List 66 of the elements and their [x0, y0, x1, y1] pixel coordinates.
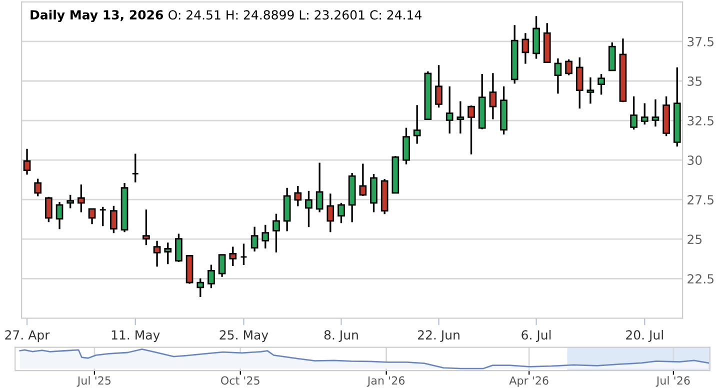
candlestick — [175, 232, 182, 263]
candlestick — [142, 208, 150, 246]
candlestick — [402, 126, 410, 166]
candlestick — [338, 202, 345, 224]
candlestick — [262, 224, 270, 250]
candlestick — [99, 206, 107, 227]
y-tick-label: 27.5 — [688, 195, 714, 205]
candlestick — [586, 76, 594, 104]
y-tick-label: 35 — [688, 76, 702, 86]
y-tick-label: 25 — [688, 234, 702, 244]
x-tick-label: 20. Jul — [626, 330, 663, 342]
candlestick — [208, 264, 215, 289]
candlestick — [88, 208, 96, 225]
candlestick — [608, 42, 616, 72]
candlestick — [66, 194, 74, 210]
candlestick — [630, 95, 638, 130]
candlestick — [110, 205, 118, 234]
x-tick-label: 27. Apr — [5, 330, 50, 342]
x-tick-label: Jan '26 — [366, 376, 405, 387]
text: Daily May 13, 2026 — [30, 10, 164, 22]
candlestick — [413, 104, 421, 145]
x-tick-label: Oct '25 — [221, 376, 260, 385]
candlestick — [272, 212, 280, 254]
x-tick-label: 8. Jun — [324, 330, 358, 342]
candlestick — [489, 72, 497, 120]
candlestick — [250, 226, 258, 252]
candlestick — [229, 246, 237, 267]
text: O: 24.51 H: 24.8899 L: 23.2601 C: 24.14 — [168, 10, 422, 20]
x-tick-label: Jul '25 — [76, 376, 111, 387]
y-tick-label: 32.5 — [688, 116, 714, 126]
candlestick — [456, 100, 464, 134]
candlestick — [652, 98, 660, 128]
candlestick — [468, 104, 475, 156]
candlestick — [23, 148, 31, 176]
x-tick-label: Apr '26 — [509, 376, 548, 387]
candlestick — [446, 86, 454, 134]
candlestick — [240, 242, 248, 266]
candlestick — [305, 190, 312, 228]
candlestick — [78, 184, 85, 214]
candlestick — [640, 102, 648, 126]
candlestick — [359, 162, 367, 197]
x-tick-label: Jul '26 — [656, 376, 690, 387]
candlestick — [164, 242, 172, 265]
candlestick — [565, 58, 572, 76]
candlestick — [294, 185, 302, 208]
y-tick-label: 30 — [688, 156, 702, 165]
candlestick — [153, 240, 161, 268]
candlestick — [56, 201, 64, 230]
candlestick — [196, 277, 204, 298]
candlestick — [522, 32, 530, 65]
candlestick — [326, 192, 334, 233]
x-tick-label: 25. May — [220, 330, 268, 342]
candlestick — [132, 152, 140, 184]
x-tick-label: 11. May — [112, 330, 160, 342]
candlestick — [598, 73, 605, 96]
candlestick — [45, 196, 52, 224]
candlestick — [554, 58, 562, 94]
x-tick-label: 22. Jun — [418, 330, 460, 342]
y-tick-label: 22.5 — [688, 274, 714, 284]
candlestick — [218, 254, 226, 278]
candlestick — [435, 64, 442, 108]
candlestick — [316, 162, 324, 214]
candlestick — [34, 178, 42, 198]
y-tick-label: 37.5 — [688, 36, 714, 46]
x-tick-label: 6. Jul — [522, 330, 551, 342]
candlestick — [576, 56, 584, 110]
